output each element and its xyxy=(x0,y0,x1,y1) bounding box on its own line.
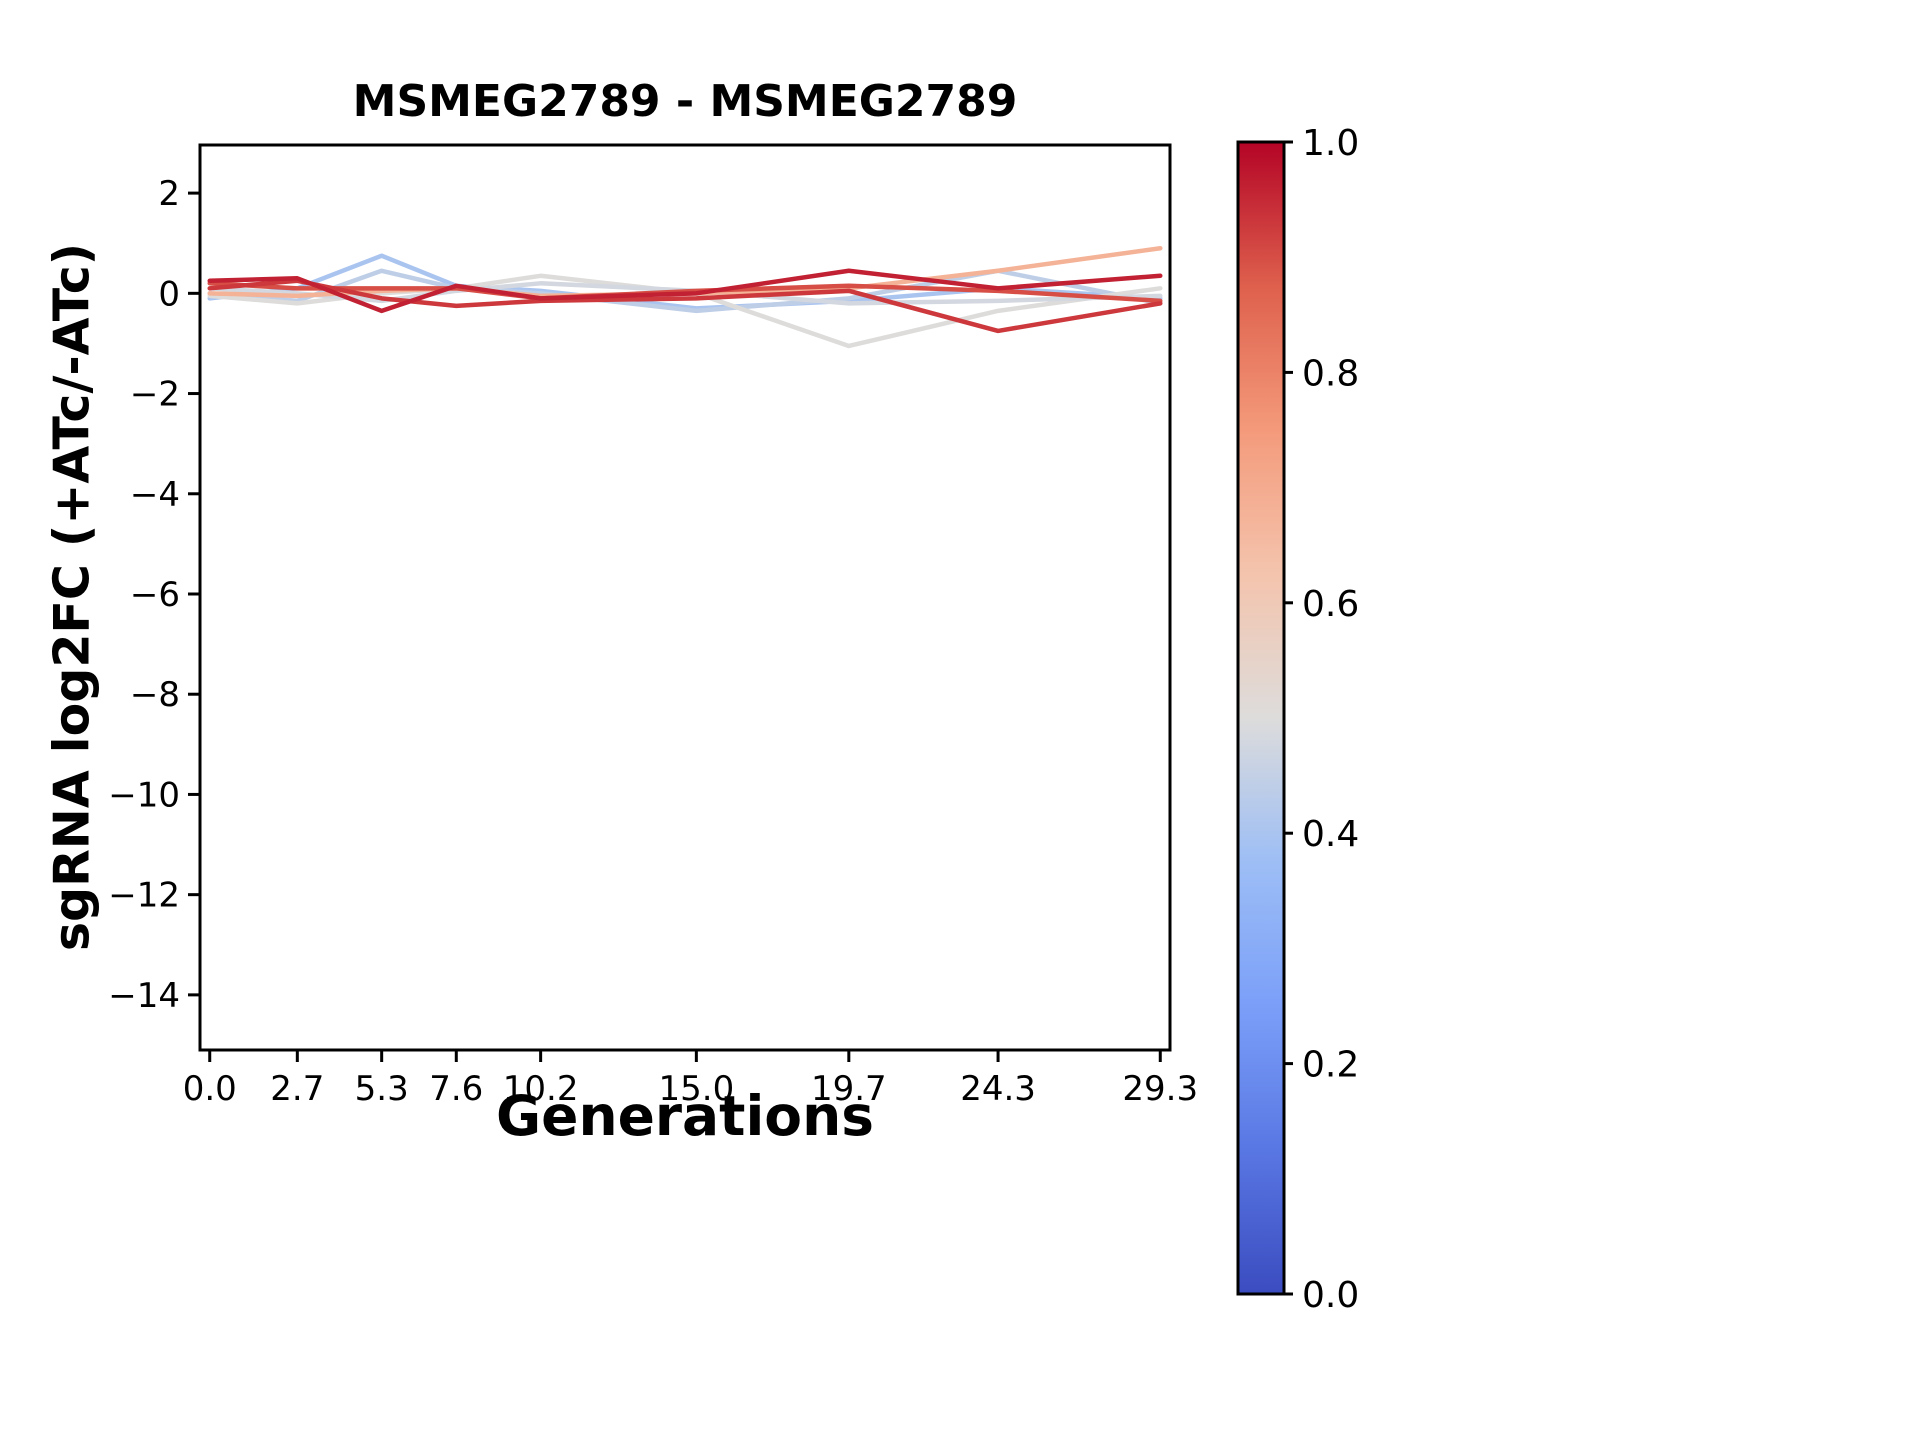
y-tick-label: −8 xyxy=(130,675,180,715)
x-tick-label: 7.6 xyxy=(429,1069,483,1109)
series-line-5 xyxy=(207,245,1163,299)
colorbar xyxy=(1236,140,1286,1296)
x-tick-label: 0.0 xyxy=(183,1069,237,1109)
chart-title: MSMEG2789 - MSMEG2789 xyxy=(352,76,1018,127)
y-tick-label: −12 xyxy=(108,876,180,916)
y-tick-label: −6 xyxy=(130,575,180,615)
colorbar-tick-label: 1.0 xyxy=(1302,123,1359,164)
axes-spines xyxy=(198,143,1172,1052)
x-tick-label: 5.3 xyxy=(355,1069,409,1109)
x-tick-label: 29.3 xyxy=(1122,1069,1198,1109)
x-tick-label: 24.3 xyxy=(960,1069,1036,1109)
y-tick-label: −10 xyxy=(108,775,180,815)
y-tick-label: 0 xyxy=(158,274,180,314)
colorbar-tick-label: 0.0 xyxy=(1302,1275,1359,1316)
colorbar-tick-label: 0.8 xyxy=(1302,353,1359,394)
colorbar-tick-label: 0.6 xyxy=(1302,584,1359,625)
y-tick-label: −2 xyxy=(130,375,180,415)
series-group xyxy=(207,245,1163,349)
series-line-3 xyxy=(207,273,1163,349)
y-tick-label: 2 xyxy=(158,174,180,214)
x-tick-label: 19.7 xyxy=(811,1069,887,1109)
colorbar-tick-label: 0.2 xyxy=(1302,1045,1359,1086)
y-tick-label: −14 xyxy=(108,976,180,1016)
series-line-7 xyxy=(207,278,1163,334)
series-line-1 xyxy=(207,253,1163,311)
x-tick-label: 10.2 xyxy=(503,1069,579,1109)
colorbar-tick-label: 0.4 xyxy=(1302,814,1359,855)
x-tick-label: 15.0 xyxy=(659,1069,735,1109)
y-axis-label: sgRNA log2FC (+ATc/-ATc) xyxy=(43,242,101,952)
x-axis-label: Generations xyxy=(496,1084,874,1148)
x-tick-label: 2.7 xyxy=(270,1069,324,1109)
series-line-8 xyxy=(207,268,1163,314)
y-tick-label: −4 xyxy=(130,475,180,515)
